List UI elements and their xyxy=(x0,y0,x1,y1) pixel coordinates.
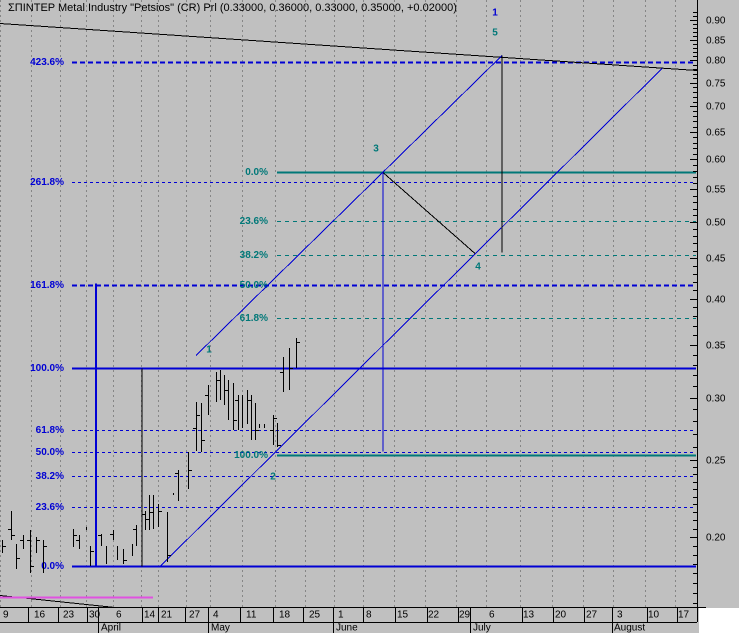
downtrend-resistance-line[interactable] xyxy=(0,23,698,71)
y-axis-label: 0.60 xyxy=(706,155,726,166)
date-label: 9 xyxy=(3,610,9,621)
elliott-wave-label[interactable]: 5 xyxy=(492,28,498,39)
month-label: July xyxy=(473,623,491,633)
date-label: 21 xyxy=(161,610,173,621)
y-axis-label: 0.25 xyxy=(706,456,726,467)
fib-level-label[interactable]: 50.0% xyxy=(36,447,64,458)
fib-level-label[interactable]: 38.2% xyxy=(36,471,64,482)
date-label: 30 xyxy=(89,610,101,621)
date-label: 10 xyxy=(648,610,660,621)
elliott-wave-label[interactable]: 3 xyxy=(373,144,379,155)
elliott-wave-label[interactable]: 4 xyxy=(475,262,481,273)
y-axis-label: 0.70 xyxy=(706,102,726,113)
date-label: 1 xyxy=(338,610,344,621)
date-label: 6 xyxy=(489,610,495,621)
date-label: 27 xyxy=(189,610,201,621)
y-axis-label: 0.85 xyxy=(706,36,726,47)
channel-lower-line[interactable] xyxy=(159,68,663,567)
fib-level-label[interactable]: 261.8% xyxy=(30,177,64,188)
fib-level-label[interactable]: 423.6% xyxy=(30,57,64,68)
y-axis-label: 0.50 xyxy=(706,218,726,229)
date-label: 16 xyxy=(34,610,46,621)
date-label: 6 xyxy=(116,610,122,621)
date-label: 14 xyxy=(144,610,156,621)
date-label: 17 xyxy=(678,610,690,621)
y-axis-label: 0.40 xyxy=(706,295,726,306)
wave3-to-wave4-line[interactable] xyxy=(382,172,476,254)
date-label: 18 xyxy=(279,610,291,621)
elliott-wave-label[interactable]: 1 xyxy=(206,345,212,356)
fib-level-label[interactable]: 61.8% xyxy=(240,313,268,324)
corner-blank xyxy=(699,608,739,633)
y-axis-label: 0.90 xyxy=(706,16,726,27)
month-label: August xyxy=(614,623,645,633)
fib-level-label[interactable]: 161.8% xyxy=(30,280,64,291)
y-axis-label: 0.80 xyxy=(706,56,726,67)
fib-level-label[interactable]: 50.0% xyxy=(240,280,268,291)
fib-level-label[interactable]: 23.6% xyxy=(240,216,268,227)
y-axis-label: 0.20 xyxy=(706,533,726,544)
date-label: 20 xyxy=(555,610,567,621)
fib-level-label[interactable]: 0.0% xyxy=(41,561,64,572)
date-label: 11 xyxy=(246,610,257,621)
date-label: 13 xyxy=(523,610,535,621)
channel-upper-line[interactable] xyxy=(195,55,503,356)
date-label: 15 xyxy=(397,610,409,621)
date-label: 27 xyxy=(586,610,598,621)
fib-level-label[interactable]: 100.0% xyxy=(30,363,64,374)
fib-level-label[interactable]: 0.0% xyxy=(245,167,268,178)
date-label: 29 xyxy=(459,610,471,621)
month-label: May xyxy=(211,623,230,633)
month-label: June xyxy=(336,623,358,633)
date-label: 4 xyxy=(213,610,219,621)
y-axis-label: 0.75 xyxy=(706,79,726,90)
y-axis-label: 0.45 xyxy=(706,254,726,265)
fib-level-label[interactable]: 100.0% xyxy=(234,450,268,461)
fib-level-label[interactable]: 61.8% xyxy=(36,425,64,436)
date-label: 25 xyxy=(309,610,321,621)
elliott-wave-label[interactable]: 1 xyxy=(492,8,498,19)
date-label: 23 xyxy=(63,610,75,621)
date-label: 3 xyxy=(617,610,623,621)
month-label: April xyxy=(101,623,121,633)
y-axis-label: 0.35 xyxy=(706,341,726,352)
elliott-wave-label[interactable]: 2 xyxy=(270,472,276,483)
date-label: 8 xyxy=(366,610,372,621)
fib-level-label[interactable]: 23.6% xyxy=(36,502,64,513)
chart-title: ΣΠΙΝΤΕΡ Metal Industry "Petsios" (CR) Pr… xyxy=(8,2,457,14)
date-label: 22 xyxy=(428,610,440,621)
y-axis-label: 0.30 xyxy=(706,394,726,405)
y-axis-label: 0.65 xyxy=(706,128,726,139)
fib-level-label[interactable]: 38.2% xyxy=(240,250,268,261)
y-axis-label: 0.55 xyxy=(706,185,726,196)
